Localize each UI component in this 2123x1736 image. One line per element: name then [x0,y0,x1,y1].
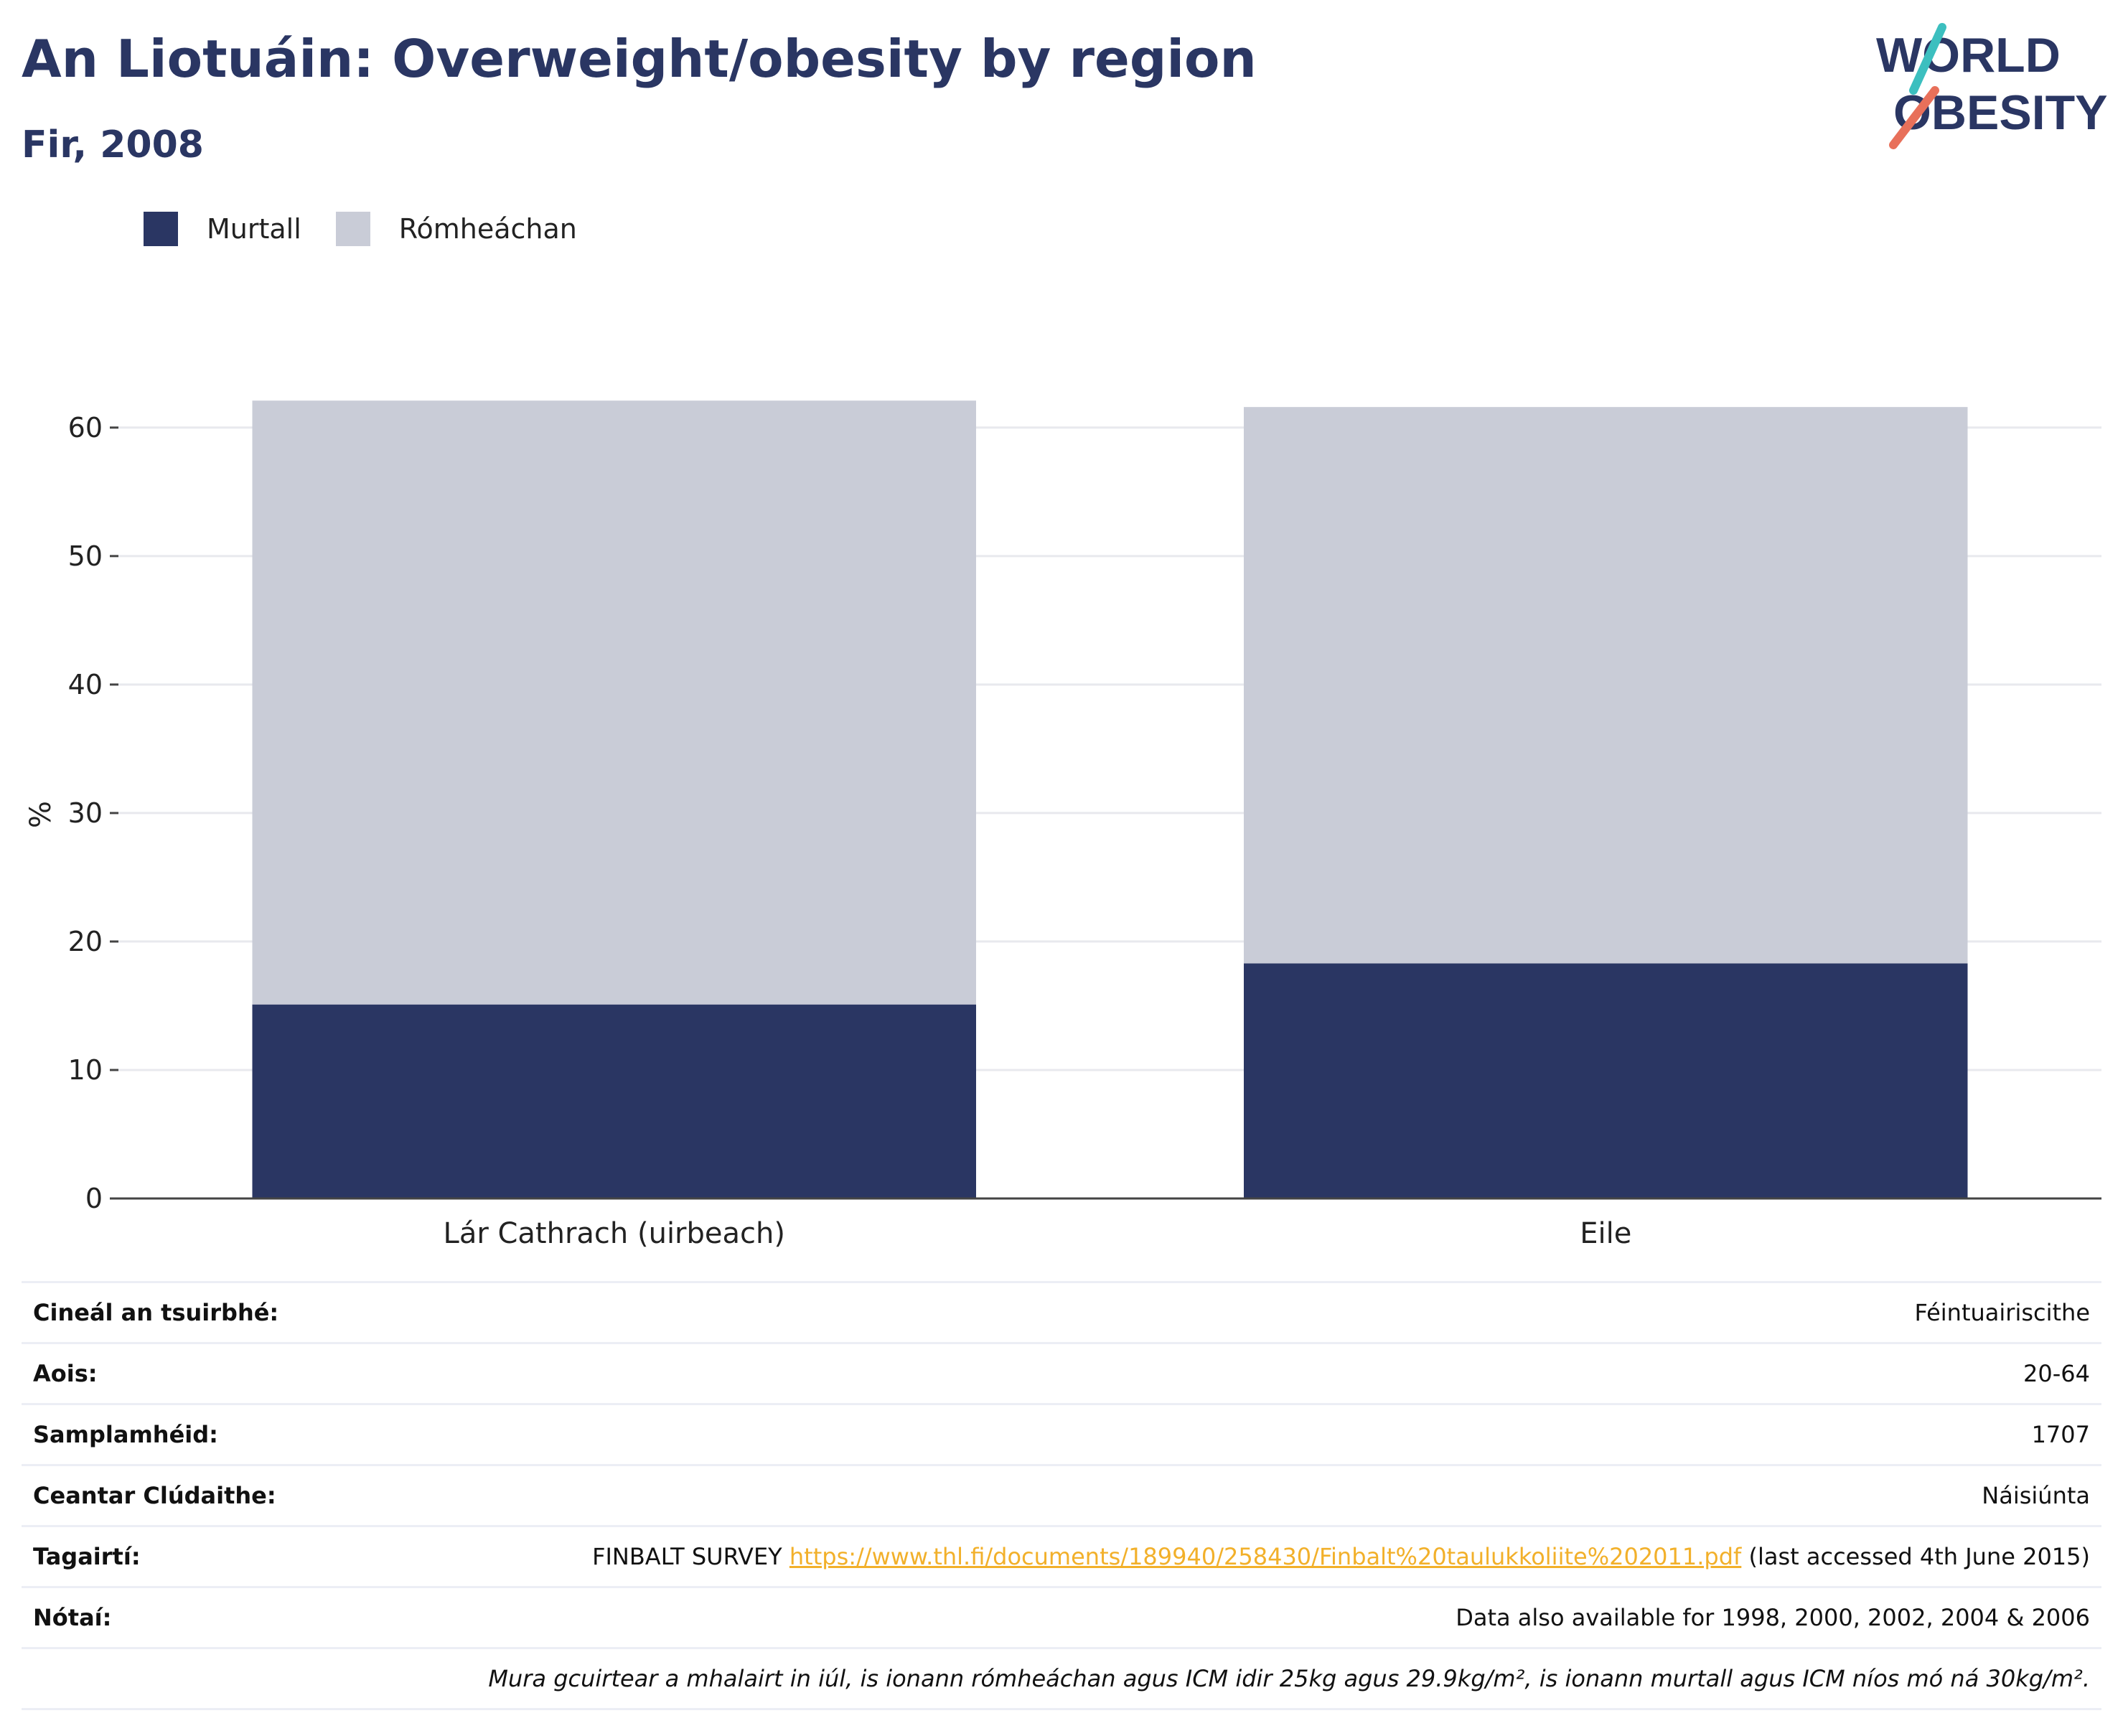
y-tick-label: 30 [68,797,103,829]
info-row-notes: Nótaí: Data also available for 1998, 200… [22,1586,2101,1647]
y-axis-label: % [24,801,57,828]
info-row-survey-type: Cineál an tsuirbhé: Féintuairiscithe [22,1281,2101,1342]
info-row-age: Aois: 20-64 [22,1342,2101,1403]
bar-overweight-0 [252,400,976,1005]
logo-line2: OBESITY [1893,85,2108,140]
bar-obese-1 [1244,963,1968,1198]
info-value: Data also available for 1998, 2000, 2002… [1456,1604,2090,1631]
info-label: Nótaí: [33,1604,112,1631]
page-title: An Liotuáin: Overweight/obesity by regio… [22,29,1257,89]
info-row-sample: Samplamhéid: 1707 [22,1403,2101,1464]
legend-item-overweight[interactable]: Rómheáchan [335,212,577,246]
info-label: Aois: [33,1360,98,1387]
info-label: Cineál an tsuirbhé: [33,1299,279,1326]
bar-overweight-1 [1244,407,1968,964]
bar-chart: 0 10 20 30 40 50 60% Lár Cathrach (uirbeach) Eil… [24,400,2101,1250]
world-obesity-logo: WORLD OBESITY [1876,23,2108,149]
ref-suffix: (last accessed 4th June 2015) [1741,1543,2090,1570]
info-row-area: Ceantar Clúdaithe: Náisiúnta [22,1464,2101,1525]
legend-item-obese[interactable]: Murtall [144,212,301,246]
ref-prefix: FINBALT SURVEY [592,1543,789,1570]
info-label: Ceantar Clúdaithe: [33,1482,276,1509]
page-subtitle: Fir, 2008 [22,123,204,166]
y-tick-label: 20 [68,926,103,957]
chart-legend: Murtall Rómheáchan [144,212,611,246]
legend-label-overweight: Rómheáchan [398,213,577,245]
y-tick-label: 40 [68,669,103,700]
bar-obese-0 [252,1004,976,1198]
logo-line1: WORLD [1876,28,2061,83]
info-value: 20-64 [2023,1360,2090,1387]
definition-note: Mura gcuirtear a mhalairt in iúl, is ion… [488,1665,2090,1692]
info-label: Tagairtí: [33,1543,141,1570]
y-tick-label: 0 [85,1183,103,1214]
legend-swatch-overweight [335,212,370,246]
legend-label-obese: Murtall [207,213,301,245]
info-row-definition: Mura gcuirtear a mhalairt in iúl, is ion… [22,1647,2101,1710]
info-row-references: Tagairtí: FINBALT SURVEY https://www.thl… [22,1525,2101,1586]
info-value: Féintuairiscithe [1914,1299,2090,1326]
y-tick-label: 60 [68,412,103,444]
x-tick-label: Eile [1580,1217,1631,1250]
reference-link[interactable]: https://www.thl.fi/documents/189940/2584… [789,1543,1742,1570]
info-value: Náisiúnta [1982,1482,2090,1509]
info-table: Cineál an tsuirbhé: Féintuairiscithe Aoi… [22,1281,2101,1710]
legend-swatch-obese [144,212,178,246]
x-tick-label: Lár Cathrach (uirbeach) [444,1217,785,1250]
y-tick-label: 50 [68,540,103,572]
y-tick-label: 10 [68,1054,103,1086]
info-value: FINBALT SURVEY https://www.thl.fi/docume… [592,1543,2101,1570]
info-label: Samplamhéid: [33,1421,218,1448]
info-value: 1707 [2031,1421,2090,1448]
